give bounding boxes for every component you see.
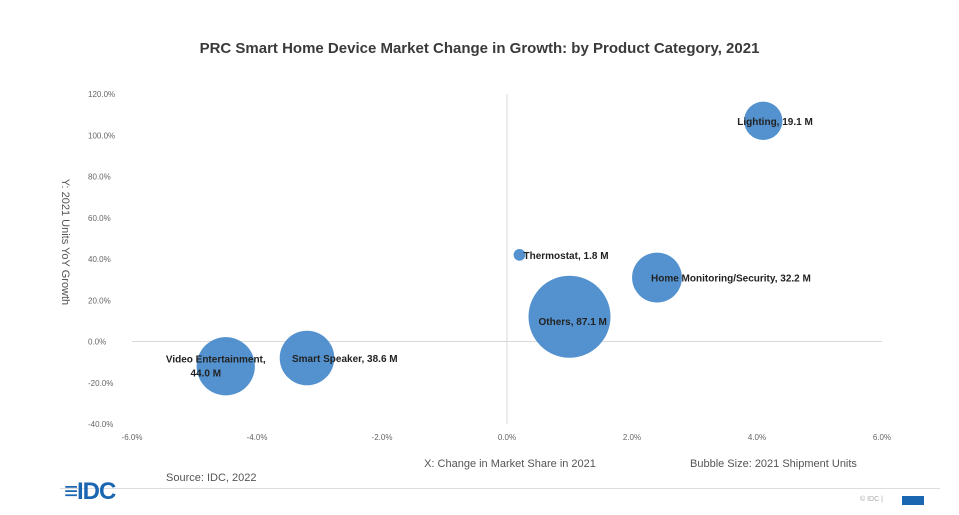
y-tick-label: -20.0% <box>88 379 113 388</box>
y-tick-label: 0.0% <box>88 338 106 347</box>
data-label: Others, 87.1 M <box>539 317 607 328</box>
chart-title: PRC Smart Home Device Market Change in G… <box>199 40 760 57</box>
y-tick-label: 80.0% <box>88 173 111 182</box>
copyright-text: © IDC | <box>860 496 883 503</box>
bubble <box>513 248 526 261</box>
x-tick-label: 4.0% <box>748 433 766 442</box>
bubble <box>196 337 255 396</box>
copyright-bar <box>902 496 924 505</box>
y-tick-label: 40.0% <box>88 255 111 264</box>
bubble <box>528 275 611 358</box>
bubble <box>744 101 783 141</box>
data-label: Smart Speaker, 38.6 M <box>292 354 398 365</box>
bubble-labels: Video Entertainment, 44.0 M Smart Speaker,… <box>166 117 813 379</box>
y-tick-label: -40.0% <box>88 420 113 429</box>
bubble-size-note: Bubble Size: 2021 Shipment Units <box>690 458 857 470</box>
y-tick-label: 60.0% <box>88 214 111 223</box>
x-tick-label: 2.0% <box>623 433 641 442</box>
bubbles <box>196 101 783 396</box>
bubble <box>632 252 682 303</box>
bubble <box>279 330 335 386</box>
x-tick-label: -6.0% <box>122 433 143 442</box>
x-axis-label: X: Change in Market Share in 2021 <box>424 458 596 470</box>
axes: -40.0% -20.0% 0.0% 20.0% 40.0% 60.0% 80.0% 100.… <box>88 90 891 442</box>
x-tick-label: -4.0% <box>247 433 268 442</box>
y-tick-label: 100.0% <box>88 131 115 140</box>
y-tick-label: 120.0% <box>88 90 115 99</box>
x-tick-label: -2.0% <box>372 433 393 442</box>
footer-divider <box>60 488 940 489</box>
data-label: 44.0 M <box>190 368 221 379</box>
data-label: Home Monitoring/Security, 32.2 M <box>651 274 811 285</box>
y-tick-label: 20.0% <box>88 296 111 305</box>
source-note: Source: IDC, 2022 <box>166 472 257 484</box>
idc-logo: ≡IDC <box>64 478 116 505</box>
data-label: Thermostat, 1.8 M <box>524 251 609 262</box>
x-tick-label: 6.0% <box>873 433 891 442</box>
data-label: Video Entertainment, <box>166 354 266 365</box>
data-label: Lighting, 19.1 M <box>737 117 813 128</box>
x-tick-label: 0.0% <box>498 433 516 442</box>
